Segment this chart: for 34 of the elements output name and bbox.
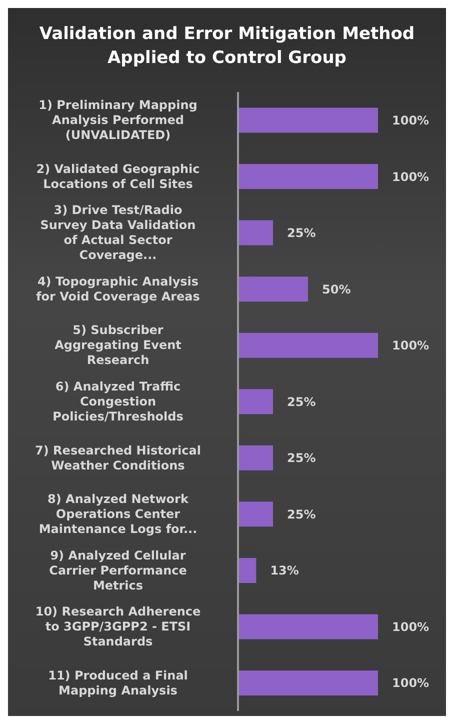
data-label: 25% [287,226,316,240]
data-label: 13% [270,564,299,578]
data-label: 100% [392,114,430,128]
data-label: 100% [392,170,430,184]
y-tick-label: 9) Analyzed Cellular Carrier Performance Metrics [49,548,187,592]
data-label: 100% [392,620,430,634]
y-tick-label: 1) Preliminary Mapping Analysis Performed (UNVALIDATED) [38,98,198,142]
bar [238,389,273,414]
bar [238,670,378,696]
y-tick-label: 10) Research Adherence to 3GPP/3GPP2 - ETSI Standards [35,604,201,649]
data-label: 50% [322,282,351,296]
bar [238,445,273,470]
y-tick-label: 2) Validated Geographic Locations of Cell Sites [36,162,200,191]
data-label: 100% [392,338,430,353]
data-label: 25% [287,394,316,409]
y-tick-label: 6) Analyzed Traffic Congestion Policies/Thresholds [52,380,184,424]
y-tick-label: 11) Produced a Final Mapping Analysis [48,668,188,698]
bar [238,108,378,133]
bar [238,558,256,583]
bar [238,276,308,302]
bar [238,614,378,640]
y-tick-label: 5) Subscriber Aggregating Event Research [54,323,182,368]
bar [238,332,378,358]
y-tick-label: 8) Analyzed Network Operations Center Maintenance Logs for... [38,492,198,536]
y-tick-label: 7) Researched Historical Weather Conditions [35,443,201,472]
bar [238,502,273,527]
bar [238,220,273,246]
y-tick-label: 4) Topographic Analysis for Void Coverage Areas [36,274,200,304]
data-label: 100% [392,676,430,690]
chart-title: Validation and Error Mitigation Method Applied to Control Group [38,23,416,70]
bar [238,164,378,190]
data-label: 25% [287,451,316,466]
data-label: 25% [287,507,316,522]
y-tick-label: 3) Drive Test/Radio Survey Data Validation of Actual Sector Coverage... [40,203,196,262]
